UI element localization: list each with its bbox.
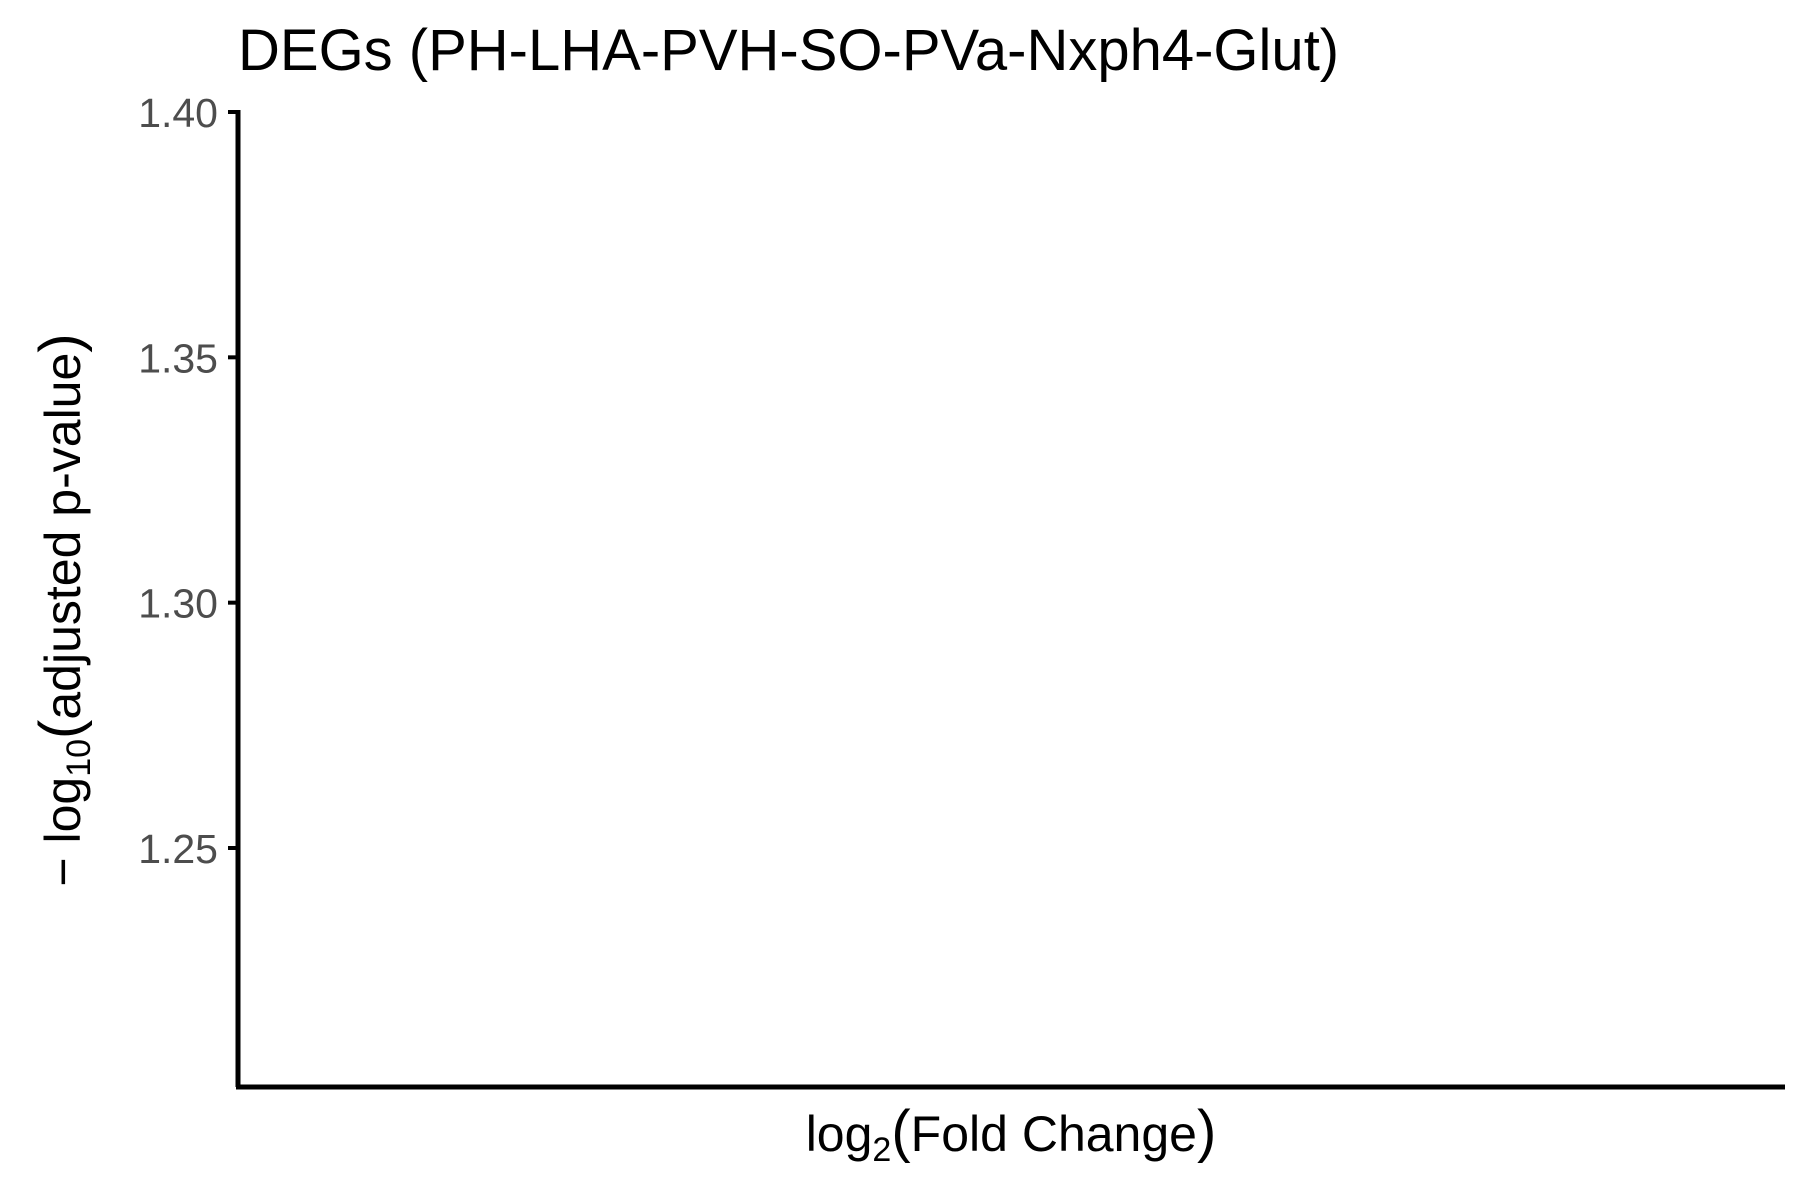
y-tick-label: 1.30: [138, 581, 218, 627]
x-axis-title: log2(Fold Change): [806, 1099, 1217, 1169]
x-axis-title-subscript: 2: [872, 1131, 891, 1169]
chart-title: DEGs (PH-LHA-PVH-SO-PVa-Nxph4-Glut): [238, 18, 1339, 83]
y-axis-title-text: adjusted p-value: [35, 353, 91, 720]
x-axis-title-paren-open: (: [891, 1099, 910, 1164]
x-axis-title-text: Fold Change: [911, 1106, 1197, 1162]
y-axis-title-paren-open: (: [28, 720, 93, 739]
y-axis-title: − log10(adjusted p-value): [28, 333, 98, 886]
y-axis-title-prefix: − log: [35, 777, 91, 887]
y-axis-title-subscript: 10: [60, 739, 98, 777]
y-tick-label: 1.40: [138, 90, 218, 136]
y-ticks: 1.25 1.30 1.35 1.40: [138, 90, 238, 872]
y-tick-label: 1.25: [138, 826, 218, 872]
x-axis-title-paren-close: ): [1197, 1099, 1216, 1164]
y-axis-title-paren-close: ): [28, 333, 93, 352]
x-axis-title-prefix: log: [806, 1106, 873, 1162]
y-axis: 1.25 1.30 1.35 1.40: [138, 90, 241, 1087]
y-tick-label: 1.35: [138, 335, 218, 381]
